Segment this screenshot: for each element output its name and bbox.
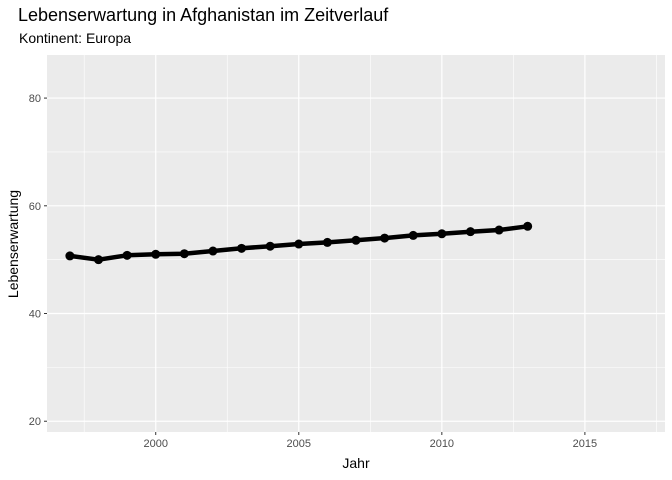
data-point xyxy=(94,255,103,265)
y-tick-label: 40 xyxy=(29,309,41,321)
x-tick-label: 2015 xyxy=(573,438,597,450)
x-tick-label: 2010 xyxy=(430,438,454,450)
minor-gridlines xyxy=(47,55,665,432)
data-point xyxy=(494,225,504,235)
y-tick-label: 80 xyxy=(29,93,41,105)
data-point xyxy=(208,246,218,256)
data-point xyxy=(408,230,418,240)
y-axis-title: Lebenserwartung xyxy=(5,190,21,298)
x-tick-label: 2000 xyxy=(143,438,167,450)
data-point xyxy=(351,235,361,245)
data-point xyxy=(65,251,75,261)
data-point xyxy=(465,227,475,237)
data-point xyxy=(322,237,332,247)
data-point xyxy=(179,249,189,259)
x-tick-label: 2005 xyxy=(287,438,311,450)
y-tick-label: 20 xyxy=(29,416,41,428)
y-tick-label: 60 xyxy=(29,201,41,213)
data-point xyxy=(265,241,275,251)
data-point xyxy=(294,239,304,249)
data-point xyxy=(237,243,247,253)
data-point xyxy=(122,250,132,260)
chart-subtitle: Kontinent: Europa xyxy=(19,30,131,46)
data-point xyxy=(523,221,533,231)
data-point xyxy=(380,233,390,243)
chart-title: Lebenserwartung in Afghanistan im Zeitve… xyxy=(18,5,389,25)
data-point xyxy=(437,229,447,239)
data-point xyxy=(151,249,161,259)
x-axis-title: Jahr xyxy=(342,455,370,471)
series-layer xyxy=(65,221,533,265)
axes-layer: 2000 2005 2010 2015 20 40 60 80 xyxy=(29,93,597,450)
